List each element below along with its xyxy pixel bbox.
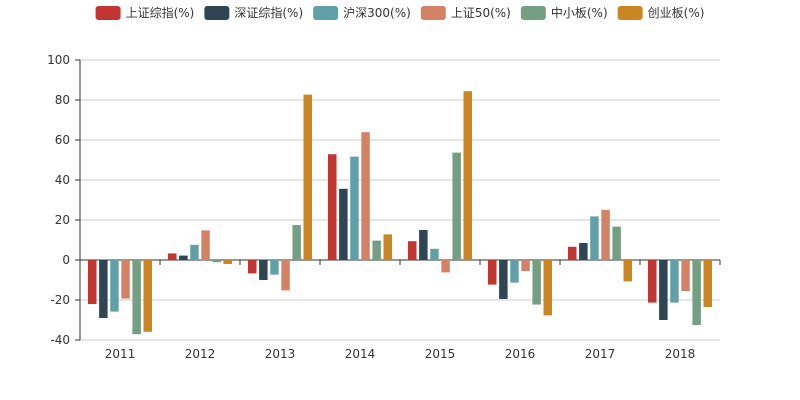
bar-2017-series-1[interactable] (579, 243, 588, 260)
grid-lines (80, 59, 720, 341)
legend-label: 创业板(%) (648, 6, 705, 20)
bar-2018-series-1[interactable] (659, 260, 668, 320)
legend-swatch (204, 6, 230, 20)
y-tick-label: 0 (62, 253, 70, 267)
bar-2011-series-0[interactable] (88, 260, 97, 304)
legend-label: 上证综指(%) (126, 5, 195, 20)
bars (88, 91, 713, 335)
bar-2014-series-3[interactable] (361, 132, 370, 260)
y-tick-label: 40 (55, 173, 70, 187)
bar-2018-series-0[interactable] (648, 260, 657, 303)
bar-2011-series-4[interactable] (132, 260, 141, 335)
bar-2016-series-4[interactable] (532, 260, 541, 305)
bar-2014-series-5[interactable] (383, 234, 393, 260)
y-tick-label: 60 (55, 133, 70, 147)
bar-2013-series-3[interactable] (281, 260, 290, 291)
bar-2017-series-0[interactable] (568, 246, 577, 260)
y-tick-label: 100 (47, 53, 70, 67)
bar-2015-series-5[interactable] (463, 91, 473, 260)
bar-2016-series-5[interactable] (543, 260, 553, 316)
bar-2016-series-2[interactable] (510, 260, 519, 283)
bar-2013-series-0[interactable] (248, 260, 257, 274)
bar-2015-series-2[interactable] (430, 248, 439, 260)
bar-2015-series-3[interactable] (441, 260, 450, 273)
legend-item-3[interactable]: 上证50(%) (420, 6, 511, 20)
legend-label: 深证综指(%) (234, 5, 303, 20)
bar-2013-series-5[interactable] (303, 94, 313, 260)
bar-2012-series-4[interactable] (212, 260, 221, 263)
bar-2016-series-1[interactable] (499, 260, 508, 299)
x-tick-label: 2011 (105, 347, 136, 361)
bar-2013-series-2[interactable] (270, 260, 279, 275)
bar-2018-series-2[interactable] (670, 260, 679, 303)
bar-2017-series-2[interactable] (590, 216, 599, 260)
bar-2011-series-3[interactable] (121, 260, 130, 299)
x-tick-label: 2013 (265, 347, 296, 361)
bar-2014-series-2[interactable] (350, 156, 359, 260)
bar-2012-series-5[interactable] (223, 260, 233, 264)
bar-2016-series-0[interactable] (488, 260, 497, 285)
bar-2012-series-0[interactable] (168, 253, 177, 260)
x-tick-label: 2012 (185, 347, 216, 361)
y-tick-label: -20 (50, 293, 70, 307)
y-tick-label: 80 (55, 93, 70, 107)
bar-2015-series-0[interactable] (408, 241, 417, 260)
legend-item-1[interactable]: 深证综指(%) (204, 5, 303, 20)
x-tick-label: 2014 (345, 347, 376, 361)
legend-swatch (313, 6, 339, 20)
bar-2011-series-2[interactable] (110, 260, 119, 312)
bar-2017-series-4[interactable] (612, 226, 621, 260)
legend-item-0[interactable]: 上证综指(%) (95, 5, 195, 20)
x-tick-label: 2018 (665, 347, 696, 361)
x-tick-label: 2016 (505, 347, 536, 361)
bar-2014-series-4[interactable] (372, 240, 381, 260)
bar-2016-series-3[interactable] (521, 260, 530, 271)
bar-2011-series-5[interactable] (143, 260, 153, 332)
y-tick-label: -40 (50, 333, 70, 347)
legend-swatch (520, 6, 546, 20)
legend-item-4[interactable]: 中小板(%) (520, 5, 608, 20)
y-tick-label: 20 (55, 213, 70, 227)
legend-label: 沪深300(%) (343, 6, 411, 20)
bar-2012-series-1[interactable] (179, 255, 188, 260)
bar-2014-series-0[interactable] (328, 154, 337, 260)
bar-2018-series-3[interactable] (681, 260, 690, 291)
bar-2011-series-1[interactable] (99, 260, 108, 318)
bar-2018-series-4[interactable] (692, 260, 701, 325)
bar-2013-series-1[interactable] (259, 260, 268, 280)
legend-label: 上证50(%) (451, 6, 511, 20)
bar-2017-series-5[interactable] (623, 260, 633, 282)
bar-2015-series-1[interactable] (419, 230, 428, 260)
x-tick-label: 2015 (425, 347, 456, 361)
bar-2014-series-1[interactable] (339, 188, 348, 260)
bar-2017-series-3[interactable] (601, 209, 610, 260)
bar-2012-series-2[interactable] (190, 244, 199, 260)
bar-2013-series-4[interactable] (292, 225, 301, 260)
legend-swatch (95, 6, 121, 20)
bar-2012-series-3[interactable] (201, 230, 210, 260)
legend-swatch (617, 6, 643, 20)
bar-2018-series-5[interactable] (703, 260, 713, 307)
legend-swatch (420, 6, 446, 20)
bar-2015-series-4[interactable] (452, 152, 461, 260)
legend-item-5[interactable]: 创业板(%) (617, 6, 705, 20)
legend-label: 中小板(%) (551, 5, 608, 20)
x-tick-label: 2017 (585, 347, 616, 361)
legend[interactable]: 上证综指(%) 深证综指(%) 沪深300(%) 上证50(%) 中小板(%) 创业板(%… (95, 5, 705, 20)
legend-item-2[interactable]: 沪深300(%) (313, 6, 411, 20)
